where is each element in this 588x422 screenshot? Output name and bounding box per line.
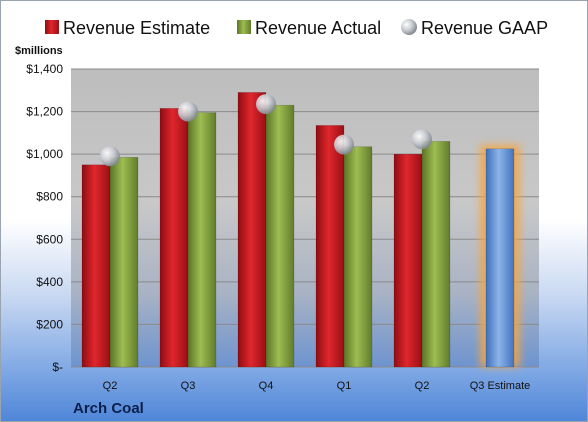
legend-item-revenue-actual: Revenue Actual — [237, 18, 381, 38]
bar-revenue-estimate — [159, 108, 189, 368]
bar-revenue-estimate — [315, 125, 345, 368]
x-tick-label: Q2 — [415, 380, 430, 392]
x-tick-label: Q2 — [103, 380, 118, 392]
bar-revenue-actual — [109, 157, 139, 368]
legend-swatch-actual — [237, 20, 251, 34]
gaap-markers — [100, 94, 432, 167]
bar-revenue-estimate — [393, 153, 423, 368]
y-tick-label: $800 — [36, 190, 63, 204]
marker-revenue-gaap — [178, 101, 198, 122]
legend-label-actual: Revenue Actual — [255, 18, 381, 38]
legend-item-revenue-estimate: Revenue Estimate — [45, 18, 210, 38]
y-axis-ticks: $- $200 $400 $600 $800 $1,000 $1,200 $1,400 — [26, 62, 63, 374]
x-tick-label: Q4 — [259, 380, 274, 392]
bar-q3-estimate — [485, 148, 515, 368]
y-tick-label: $1,000 — [26, 147, 63, 161]
y-tick-label: $- — [52, 360, 63, 374]
x-tick-label: Q3 Estimate — [470, 380, 531, 392]
bar-revenue-actual — [265, 104, 295, 368]
y-tick-label: $1,200 — [26, 105, 63, 119]
legend-swatch-gaap — [401, 19, 417, 35]
legend-label-estimate: Revenue Estimate — [63, 18, 210, 38]
y-tick-label: $1,400 — [26, 62, 63, 76]
legend-swatch-estimate — [45, 20, 59, 34]
x-tick-label: Q1 — [337, 380, 352, 392]
legend-label-gaap: Revenue GAAP — [421, 18, 548, 38]
marker-revenue-gaap — [256, 94, 276, 115]
y-axis-label: $millions — [15, 45, 63, 57]
plot-area — [71, 69, 539, 367]
bar-revenue-estimate — [237, 92, 267, 368]
bars — [81, 92, 520, 368]
x-tick-label: Q3 — [181, 380, 196, 392]
bar-revenue-actual — [421, 141, 451, 368]
bar-revenue-estimate — [81, 164, 111, 368]
legend: Revenue Estimate Revenue Actual Revenue … — [45, 18, 548, 38]
company-name: Arch Coal — [73, 400, 144, 417]
y-tick-label: $600 — [36, 232, 63, 246]
marker-revenue-gaap — [100, 146, 120, 167]
y-tick-label: $200 — [36, 317, 63, 331]
bar-revenue-actual — [187, 112, 217, 368]
marker-revenue-gaap — [412, 129, 432, 150]
gridlines — [71, 68, 539, 368]
x-axis-ticks: Q2 Q3 Q4 Q1 Q2 Q3 Estimate — [103, 380, 531, 392]
legend-item-revenue-gaap: Revenue GAAP — [401, 18, 548, 38]
y-tick-label: $400 — [36, 275, 63, 289]
marker-revenue-gaap — [334, 134, 354, 155]
bar-revenue-actual — [343, 146, 373, 368]
